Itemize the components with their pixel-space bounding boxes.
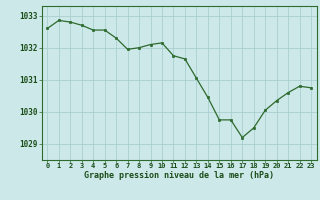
X-axis label: Graphe pression niveau de la mer (hPa): Graphe pression niveau de la mer (hPa) [84,171,274,180]
